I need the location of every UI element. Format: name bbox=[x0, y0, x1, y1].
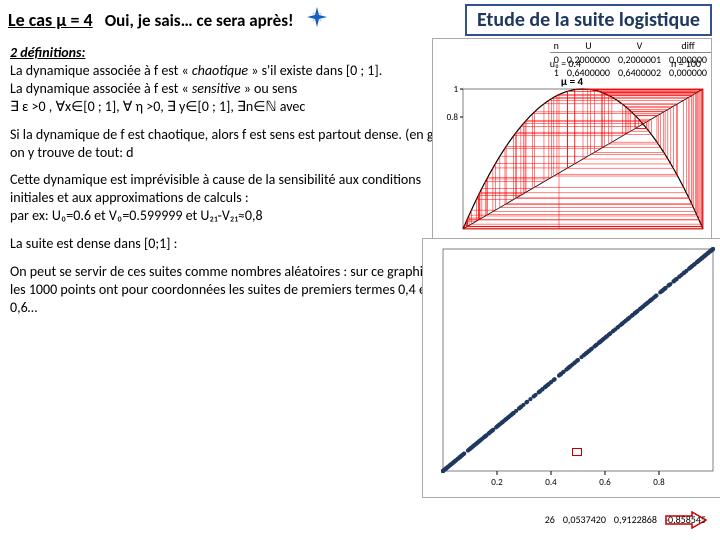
definitions-heading: 2 définitions: bbox=[10, 44, 85, 61]
compass-star-icon bbox=[306, 6, 328, 34]
svg-text:0.8: 0.8 bbox=[447, 112, 459, 123]
legend-marker bbox=[572, 448, 582, 456]
next-arrow-button[interactable] bbox=[664, 510, 708, 530]
cobweb-svg: 0.81 bbox=[433, 39, 713, 249]
scatter-chart: 0.2 0.4 0.6 0.8 bbox=[422, 238, 720, 498]
page-title-box: Etude de la suite logistique bbox=[465, 4, 712, 36]
header-subtitle: Oui, je sais… ce sera après! bbox=[105, 10, 294, 31]
body-text: 2 définitions: La dynamique associée à f… bbox=[0, 40, 468, 317]
scatter-svg: 0.2 0.4 0.6 0.8 bbox=[423, 239, 720, 499]
header-case: Le cas μ = 4 bbox=[8, 9, 93, 31]
svg-text:1: 1 bbox=[453, 84, 458, 95]
svg-text:0.2: 0.2 bbox=[491, 477, 503, 488]
svg-text:0.6: 0.6 bbox=[599, 477, 611, 488]
cobweb-chart: nUVdiff 00,20000000,20000010,00000010,64… bbox=[432, 38, 712, 248]
svg-text:0.4: 0.4 bbox=[545, 477, 557, 488]
svg-text:0.8: 0.8 bbox=[653, 477, 665, 488]
